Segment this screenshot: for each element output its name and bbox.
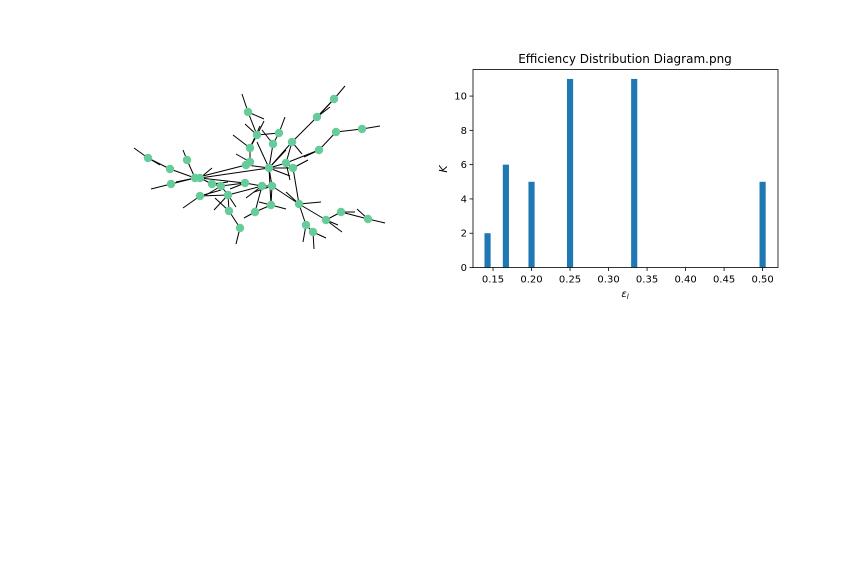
network-node (268, 139, 278, 149)
network-edge (227, 185, 263, 196)
network-node (329, 94, 339, 104)
chart-title: Efficiency Distribution Diagram.png (518, 52, 732, 66)
x-ticks: 0.15 0.20 0.25 0.30 0.35 0.40 0.45 0.50 (482, 267, 774, 286)
x-tick-label: 0.20 (520, 275, 542, 286)
x-tick-label: 0.40 (674, 275, 696, 286)
y-tick-label: 8 (461, 126, 467, 137)
network-edge (169, 168, 196, 179)
y-tick-label: 2 (461, 229, 467, 240)
network-node (207, 179, 217, 189)
network-node (363, 214, 373, 224)
network-edge (292, 167, 300, 205)
network-graph (133, 85, 386, 250)
network-node (321, 215, 331, 225)
network-node (235, 223, 245, 233)
network-node (312, 112, 322, 122)
x-tick-label: 0.45 (713, 275, 735, 286)
network-node (266, 200, 276, 210)
network-node (143, 153, 153, 163)
network-node (336, 207, 346, 217)
x-tick-label: 0.30 (597, 275, 619, 286)
network-edge (199, 194, 229, 197)
x-axis-label: εl (621, 289, 628, 301)
chart-axes-frame (472, 69, 779, 268)
x-tick-label: 0.50 (751, 275, 773, 286)
y-ticks: 0 2 4 6 8 10 (454, 92, 473, 274)
network-node (294, 199, 304, 209)
bar (759, 181, 766, 268)
network-node (165, 164, 175, 174)
network-node (245, 157, 255, 167)
x-tick-label: 0.25 (559, 275, 581, 286)
chart-bars (484, 78, 766, 268)
bar (502, 164, 509, 268)
network-node (223, 190, 233, 200)
bar (484, 233, 491, 268)
network-edge (256, 141, 270, 169)
y-axis-label: K (437, 165, 450, 173)
bar-chart: Efficiency Distribution Diagram.png 0.15… (437, 52, 779, 301)
network-node (182, 155, 192, 165)
network-node (250, 207, 260, 217)
network-node (243, 107, 253, 117)
network-node (195, 191, 205, 201)
network-edge (199, 177, 246, 184)
network-edge (291, 116, 318, 143)
network-node (166, 179, 176, 189)
network-edge (335, 128, 363, 133)
x-tick-label: 0.15 (482, 275, 504, 286)
network-node (216, 181, 226, 191)
bar (631, 78, 638, 268)
network-node (195, 173, 205, 183)
y-tick-label: 6 (461, 160, 467, 171)
x-tick-label: 0.35 (636, 275, 658, 286)
network-node (331, 127, 341, 137)
network-node (274, 128, 284, 138)
network-node (301, 220, 311, 230)
network-node (245, 143, 255, 153)
network-node (264, 163, 274, 173)
network-edge (254, 185, 263, 213)
network-nodes (143, 94, 373, 237)
network-node (240, 178, 250, 188)
y-tick-label: 10 (454, 92, 467, 103)
network-node (257, 181, 267, 191)
network-node (267, 181, 277, 191)
network-node (357, 124, 367, 134)
network-node (308, 227, 318, 237)
y-tick-label: 0 (461, 263, 467, 274)
network-node (314, 145, 324, 155)
y-tick-label: 4 (461, 194, 467, 205)
bar (566, 78, 574, 268)
network-node (287, 137, 297, 147)
bar (528, 181, 535, 268)
network-edge (298, 203, 327, 221)
network-edge (271, 185, 300, 205)
network-node (288, 163, 298, 173)
network-node (252, 130, 262, 140)
network-edge (340, 211, 369, 220)
network-edge (199, 167, 270, 179)
network-node (281, 158, 291, 168)
network-node (224, 206, 234, 216)
